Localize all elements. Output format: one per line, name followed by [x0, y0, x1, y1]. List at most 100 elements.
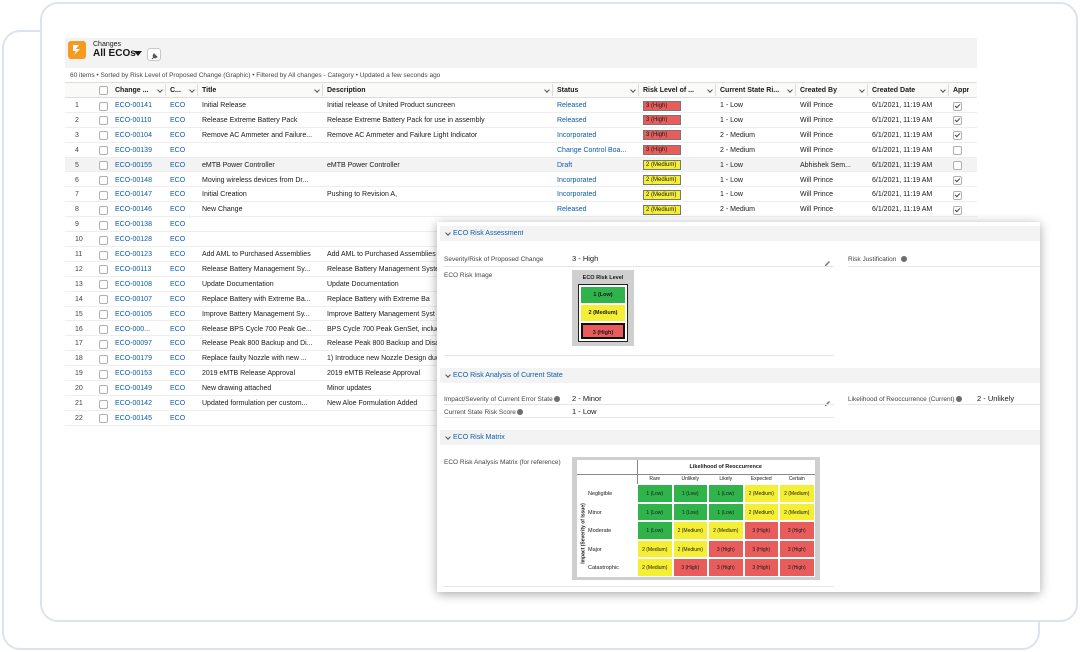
column-header[interactable]: Risk Level of ... [643, 87, 694, 94]
category-cell[interactable]: ECO [170, 280, 186, 288]
category-cell[interactable]: ECO [170, 251, 186, 258]
status-cell[interactable]: Incorporated [557, 176, 597, 184]
category-cell[interactable]: ECO [170, 102, 186, 109]
status-cell[interactable]: Change Control Boa... [557, 146, 627, 154]
column-header[interactable]: Title [202, 87, 217, 94]
category-cell[interactable]: ECO [170, 385, 186, 393]
row-checkbox[interactable] [99, 116, 108, 126]
change-cell[interactable]: ECO-00139 [115, 146, 152, 154]
change-cell[interactable]: ECO-00105 [115, 310, 152, 318]
pin-button[interactable] [147, 48, 161, 61]
row-checkbox[interactable] [99, 146, 108, 156]
row-checkbox[interactable] [99, 414, 108, 424]
category-cell[interactable]: ECO [170, 265, 186, 273]
column-header[interactable]: C... [170, 87, 181, 94]
list-dropdown[interactable] [134, 51, 142, 57]
category-cell[interactable]: ECO [170, 176, 186, 184]
change-cell[interactable]: ECO-00108 [115, 280, 152, 288]
change-cell[interactable]: ECO-00145 [115, 414, 152, 422]
category-cell[interactable]: ECO [170, 355, 186, 363]
change-cell[interactable]: ECO-00148 [115, 176, 152, 184]
row-checkbox[interactable] [99, 220, 108, 230]
column-header[interactable]: Created Date [872, 87, 916, 94]
status-cell[interactable]: Released [557, 116, 587, 124]
change-cell[interactable]: ECO-00179 [115, 355, 152, 363]
status-cell[interactable]: Draft [557, 161, 573, 169]
status-cell[interactable]: Incorporated [557, 131, 597, 139]
section-header[interactable] [440, 226, 1040, 241]
change-cell[interactable]: ECO-00146 [115, 206, 152, 214]
table-row[interactable] [65, 187, 977, 203]
change-cell[interactable]: ECO-00097 [115, 340, 152, 348]
row-checkbox[interactable] [99, 265, 108, 275]
category-cell[interactable]: ECO [170, 161, 186, 169]
row-checkbox[interactable] [99, 205, 108, 215]
category-cell[interactable]: ECO [170, 191, 186, 199]
category-cell[interactable]: ECO [170, 400, 186, 407]
column-header[interactable]: Description [327, 87, 366, 94]
column-header[interactable]: Current State Ri... [720, 87, 780, 94]
table-row[interactable] [65, 128, 977, 143]
category-cell[interactable]: ECO [170, 236, 186, 244]
category-cell[interactable]: ECO [170, 221, 186, 229]
column-header[interactable]: Approv... [953, 87, 969, 94]
change-cell[interactable]: ECO-00104 [115, 131, 152, 139]
row-checkbox[interactable] [99, 369, 108, 379]
row-checkbox[interactable] [99, 250, 108, 260]
category-cell[interactable]: ECO [170, 414, 186, 422]
select-all-checkbox[interactable] [99, 86, 108, 95]
change-cell[interactable]: ECO-00138 [115, 221, 152, 229]
change-cell[interactable]: ECO-00141 [115, 102, 152, 109]
category-cell[interactable]: ECO [170, 325, 186, 333]
change-cell[interactable]: ECO-00107 [115, 295, 152, 303]
status-cell[interactable]: Incorporated [557, 191, 597, 199]
category-cell[interactable]: ECO [170, 116, 186, 124]
table-row[interactable] [65, 202, 977, 218]
change-cell[interactable]: ECO-00153 [115, 370, 152, 378]
change-cell[interactable]: ECO-00113 [115, 265, 152, 273]
change-cell[interactable]: ECO-00123 [115, 251, 152, 258]
change-cell[interactable]: ECO-00142 [115, 400, 152, 407]
row-checkbox[interactable] [99, 190, 108, 200]
table-row[interactable] [65, 173, 977, 188]
row-checkbox[interactable] [99, 101, 108, 111]
row-checkbox[interactable] [99, 295, 108, 305]
table-row[interactable] [65, 113, 977, 128]
row-checkbox[interactable] [99, 339, 108, 349]
column-header[interactable]: Change ... [115, 87, 149, 94]
section-title[interactable]: ECO Risk Analysis of Current State [453, 372, 563, 379]
list-title[interactable]: All ECOs [93, 48, 136, 59]
column-header[interactable]: Status [557, 87, 579, 94]
row-checkbox[interactable] [99, 384, 108, 394]
change-cell[interactable]: ECO-00155 [115, 161, 152, 169]
column-header[interactable]: Created By [800, 87, 837, 94]
category-cell[interactable]: ECO [170, 295, 186, 303]
section-title[interactable]: ECO Risk Assessment [453, 230, 524, 237]
edit-icon[interactable] [824, 254, 831, 266]
category-cell[interactable]: ECO [170, 370, 186, 378]
table-row[interactable] [65, 143, 977, 158]
row-checkbox[interactable] [99, 325, 108, 334]
change-cell[interactable]: ECO-00149 [115, 385, 152, 393]
change-cell[interactable]: ECO-00110 [115, 116, 152, 124]
row-checkbox[interactable] [99, 131, 108, 141]
table-row[interactable] [65, 98, 977, 113]
category-cell[interactable]: ECO [170, 146, 186, 154]
category-cell[interactable]: ECO [170, 340, 186, 348]
section-header[interactable] [440, 430, 1040, 445]
status-cell[interactable]: Released [557, 206, 587, 214]
row-checkbox[interactable] [99, 161, 108, 171]
row-checkbox[interactable] [99, 280, 108, 290]
change-cell[interactable]: ECO-000... [115, 325, 151, 333]
row-checkbox[interactable] [99, 399, 108, 409]
section-header[interactable] [440, 368, 1040, 383]
category-cell[interactable]: ECO [170, 310, 186, 318]
table-row[interactable] [65, 157, 977, 173]
status-cell[interactable]: Released [557, 102, 587, 109]
change-cell[interactable]: ECO-00147 [115, 191, 152, 199]
row-checkbox[interactable] [99, 310, 108, 320]
change-cell[interactable]: ECO-00128 [115, 236, 152, 244]
edit-icon[interactable] [824, 394, 831, 406]
category-cell[interactable]: ECO [170, 206, 186, 214]
category-cell[interactable]: ECO [170, 131, 186, 139]
